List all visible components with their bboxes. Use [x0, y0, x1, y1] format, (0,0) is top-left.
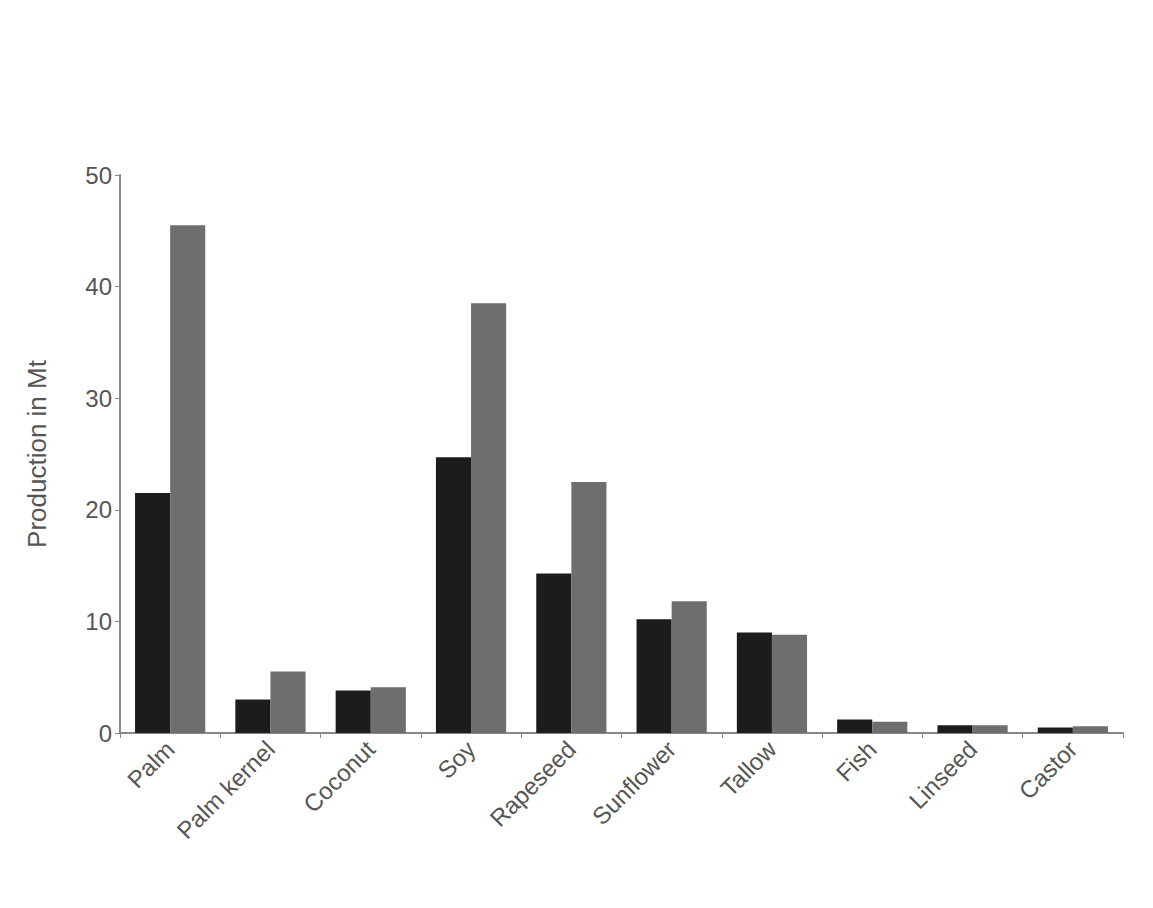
svg-text:Linseed: Linseed — [904, 735, 982, 813]
svg-text:Production in Mt: Production in Mt — [22, 359, 52, 548]
svg-text:Coconut: Coconut — [298, 735, 380, 817]
svg-text:Palm: Palm — [122, 735, 180, 793]
svg-text:Rapeseed: Rapeseed — [484, 735, 580, 831]
svg-text:Tallow: Tallow — [715, 735, 782, 802]
svg-text:0: 0 — [99, 720, 112, 747]
svg-text:20: 20 — [85, 496, 112, 523]
svg-text:Fish: Fish — [831, 735, 882, 786]
svg-text:40: 40 — [85, 273, 112, 300]
svg-text:30: 30 — [85, 385, 112, 412]
svg-text:Soy: Soy — [432, 735, 480, 783]
svg-text:50: 50 — [85, 162, 112, 189]
svg-text:Castor: Castor — [1013, 735, 1082, 804]
svg-text:Sunflower: Sunflower — [587, 735, 682, 830]
svg-text:10: 10 — [85, 608, 112, 635]
svg-text:Palm kernel: Palm kernel — [171, 735, 280, 844]
